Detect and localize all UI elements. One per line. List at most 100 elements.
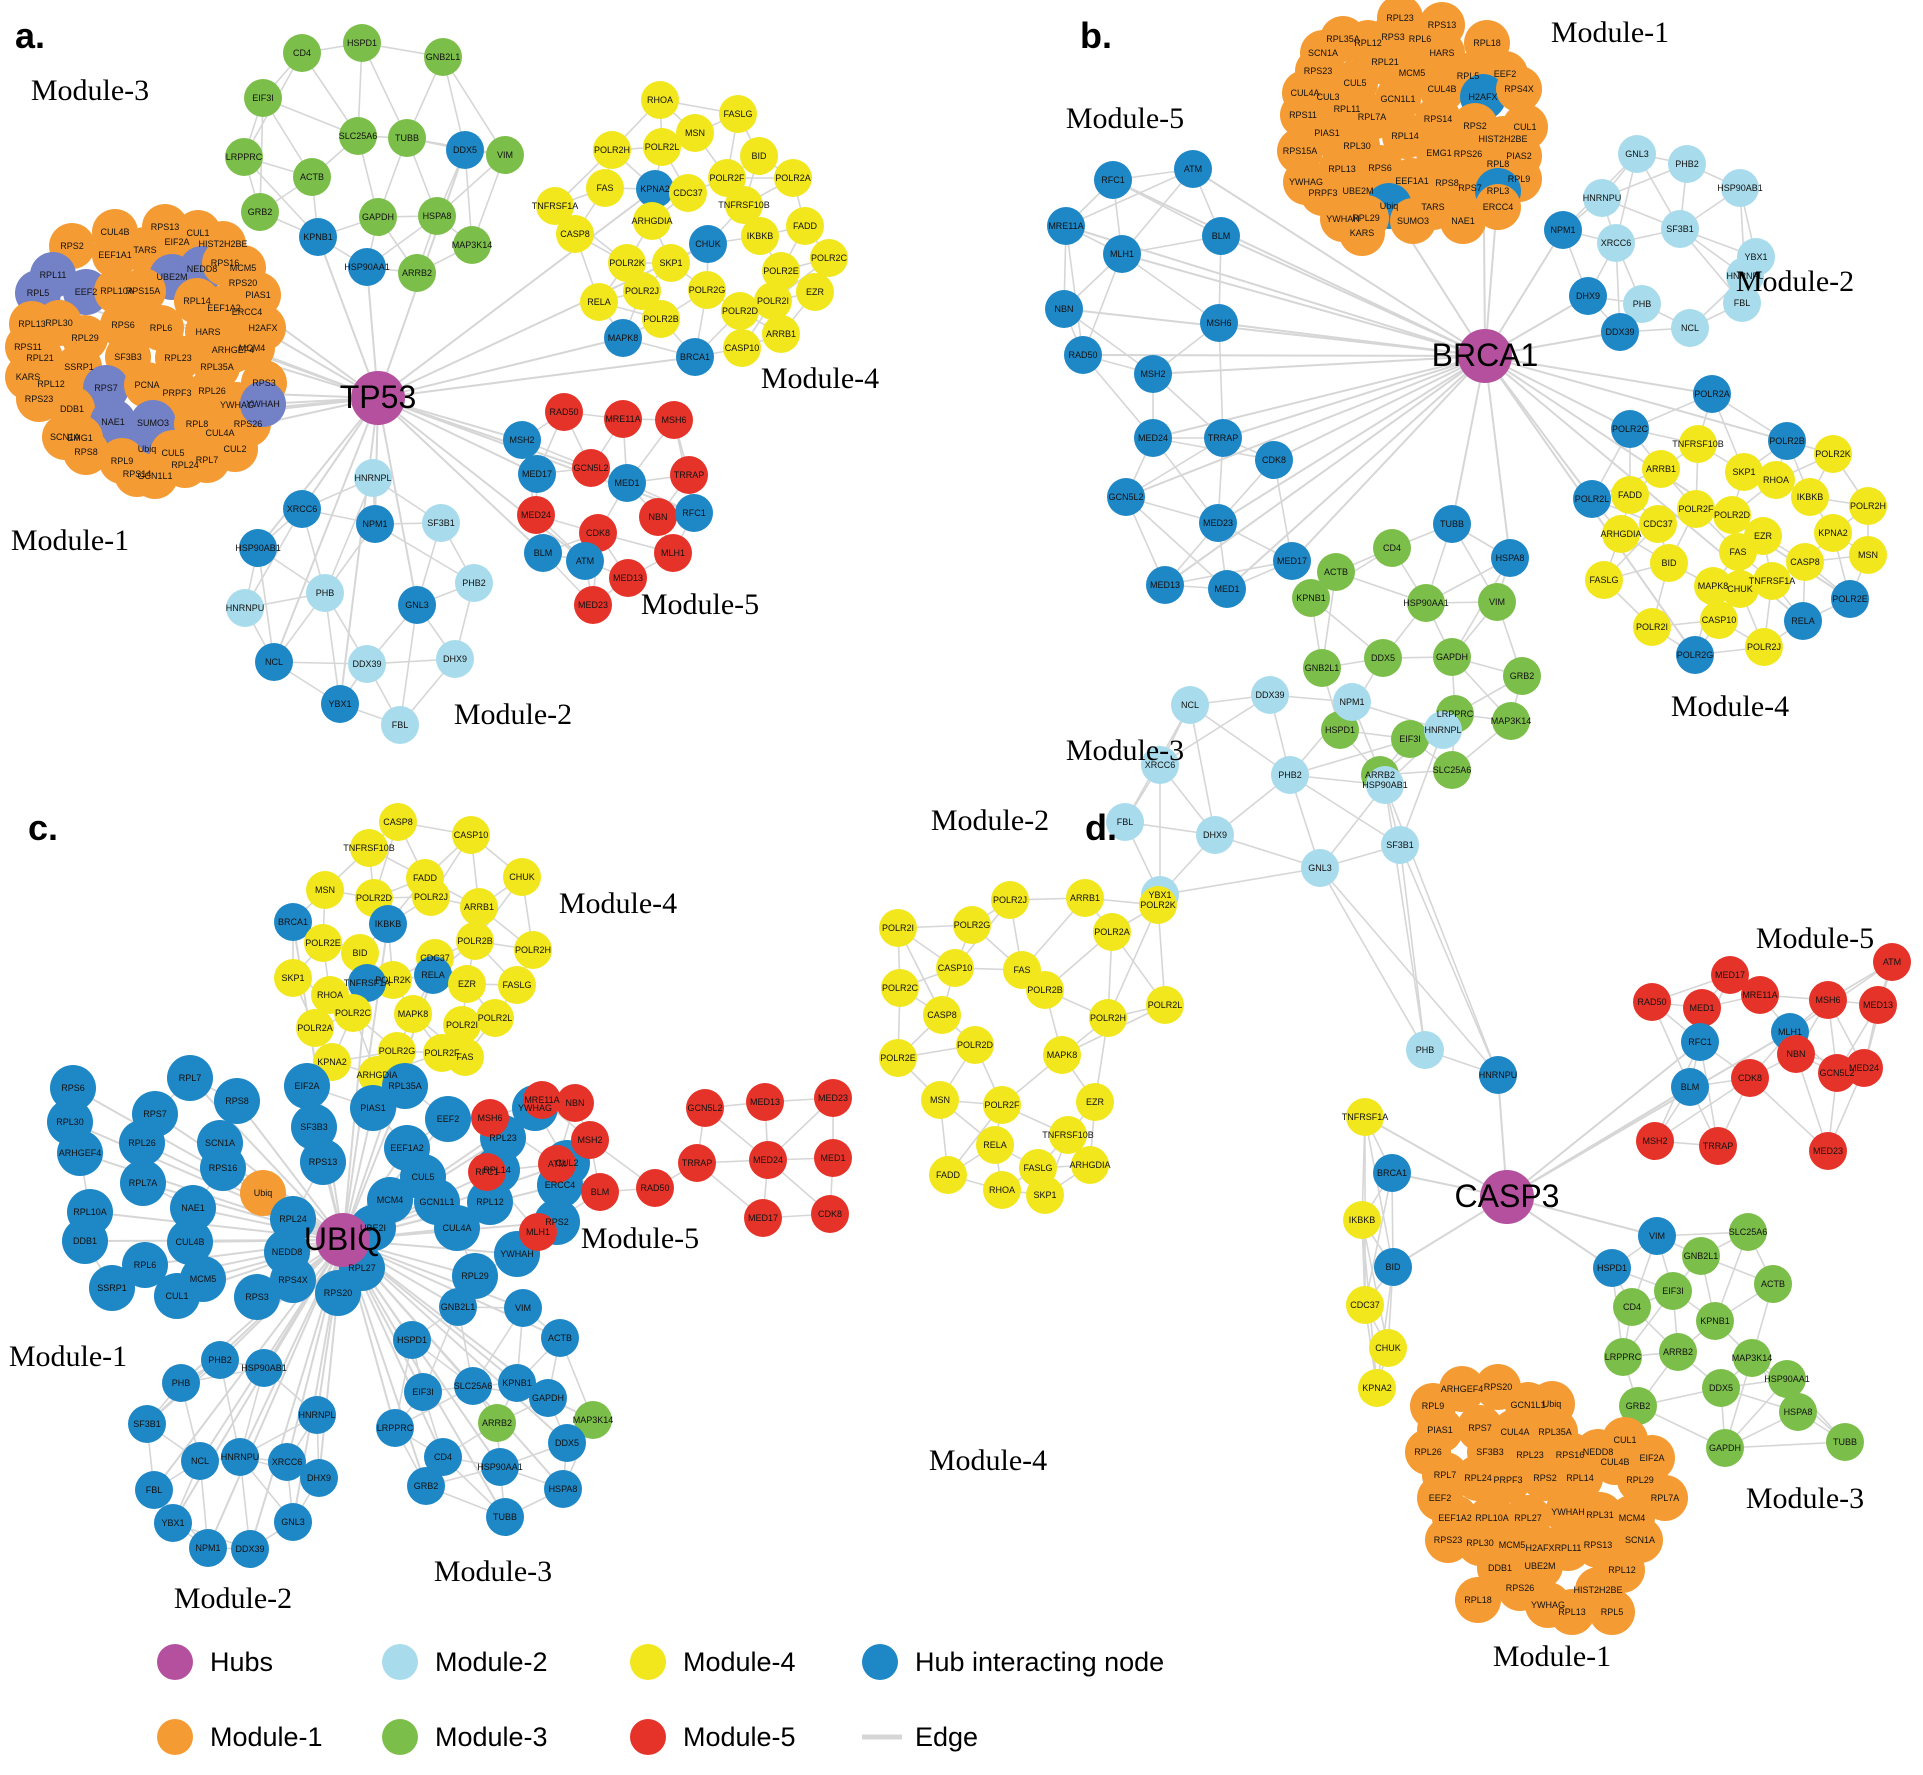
node-FBL[interactable] xyxy=(1723,284,1761,322)
node-GCN5L2[interactable] xyxy=(572,449,610,487)
node-POLR2D[interactable] xyxy=(1713,496,1751,534)
node-HNRNPU[interactable] xyxy=(226,589,264,627)
node-TUBB[interactable] xyxy=(388,119,426,157)
node-MSH2[interactable] xyxy=(503,421,541,459)
node-NBN[interactable] xyxy=(556,1084,594,1122)
node-HSP90AB1[interactable] xyxy=(1721,169,1759,207)
node-CD4[interactable] xyxy=(283,34,321,72)
node-TRRAP[interactable] xyxy=(1699,1127,1737,1165)
node-FAS[interactable] xyxy=(586,169,624,207)
node-RPL7[interactable] xyxy=(167,1055,213,1101)
node-FBL[interactable] xyxy=(381,706,419,744)
node-POLR2A[interactable] xyxy=(1693,375,1731,413)
node-DHX9[interactable] xyxy=(436,640,474,678)
node-HSPD1[interactable] xyxy=(1593,1249,1631,1287)
node-POLR2B[interactable] xyxy=(1768,422,1806,460)
node-CDK8[interactable] xyxy=(811,1195,849,1233)
node-CDC37[interactable] xyxy=(1639,505,1677,543)
node-MAPK8[interactable] xyxy=(1043,1036,1081,1074)
node-PHB2[interactable] xyxy=(455,564,493,602)
node-POLR2H[interactable] xyxy=(593,131,631,169)
node-ARRB2[interactable] xyxy=(1659,1333,1697,1371)
node-CD4[interactable] xyxy=(424,1438,462,1476)
node-GRB2[interactable] xyxy=(407,1467,445,1505)
node-FADD[interactable] xyxy=(786,207,824,245)
node-YWHAH[interactable] xyxy=(240,381,286,427)
node-NPM1[interactable] xyxy=(356,505,394,543)
node-GCN5L2[interactable] xyxy=(1107,478,1145,516)
node-ARHGDIA[interactable] xyxy=(1071,1146,1109,1184)
node-TNFRSF1A[interactable] xyxy=(1753,562,1791,600)
node-CDK8[interactable] xyxy=(1255,441,1293,479)
node-MAP3K14[interactable] xyxy=(453,226,491,264)
node-KPNA2[interactable] xyxy=(636,170,674,208)
node-GRB2[interactable] xyxy=(241,193,279,231)
node-RPS8[interactable] xyxy=(214,1078,260,1124)
node-POLR2H[interactable] xyxy=(1089,999,1127,1037)
node-POLR2I[interactable] xyxy=(754,282,792,320)
node-EZR[interactable] xyxy=(448,965,486,1003)
node-POLR2G[interactable] xyxy=(1676,636,1714,674)
node-MSN[interactable] xyxy=(1849,536,1887,574)
node-MED17[interactable] xyxy=(1711,956,1749,994)
node-TNFRSF10B[interactable] xyxy=(725,186,763,224)
node-KPNA2[interactable] xyxy=(1358,1369,1396,1407)
node-DDB1[interactable] xyxy=(62,1218,108,1264)
node-DDX5[interactable] xyxy=(1364,639,1402,677)
node-EIF3I[interactable] xyxy=(244,79,282,117)
node-CUL4B[interactable] xyxy=(167,1219,213,1265)
node-MSH2[interactable] xyxy=(571,1121,609,1159)
node-POLR2C[interactable] xyxy=(810,239,848,277)
node-EZR[interactable] xyxy=(1076,1083,1114,1121)
node-RPS4X[interactable] xyxy=(270,1257,316,1303)
node-ARHGEF4[interactable] xyxy=(57,1130,103,1176)
node-CASP8[interactable] xyxy=(556,215,594,253)
node-GAPDH[interactable] xyxy=(359,198,397,236)
node-LRPPRC[interactable] xyxy=(1604,1338,1642,1376)
node-RFC1[interactable] xyxy=(1094,161,1132,199)
node-NCL[interactable] xyxy=(255,643,293,681)
node-MED23[interactable] xyxy=(1809,1132,1847,1170)
node-RPL6[interactable] xyxy=(122,1242,168,1288)
node-ATM[interactable] xyxy=(1174,150,1212,188)
node-RPS15A[interactable] xyxy=(120,268,166,314)
node-IKBKB[interactable] xyxy=(369,905,407,943)
node-TUBB[interactable] xyxy=(486,1498,524,1536)
node-GRB2[interactable] xyxy=(1619,1387,1657,1425)
node-FADD[interactable] xyxy=(1611,476,1649,514)
node-SF3B1[interactable] xyxy=(128,1405,166,1443)
node-RPS4X[interactable] xyxy=(1496,66,1542,112)
node-MRE11A[interactable] xyxy=(604,400,642,438)
node-HSP90AA1[interactable] xyxy=(348,248,386,286)
node-POLR2C[interactable] xyxy=(334,994,372,1032)
node-ATM[interactable] xyxy=(1873,943,1911,981)
node-TUBB[interactable] xyxy=(1433,505,1471,543)
node-MAP3K14[interactable] xyxy=(574,1401,612,1439)
node-DDX5[interactable] xyxy=(548,1424,586,1462)
node-HNRNPL[interactable] xyxy=(298,1396,336,1434)
node-XRCC6[interactable] xyxy=(268,1443,306,1481)
node-RAD50[interactable] xyxy=(636,1169,674,1207)
node-POLR2H[interactable] xyxy=(1849,487,1887,525)
node-POLR2E[interactable] xyxy=(879,1039,917,1077)
node-MED13[interactable] xyxy=(1146,566,1184,604)
node-MAP3K14[interactable] xyxy=(1492,702,1530,740)
node-HSPD1[interactable] xyxy=(393,1321,431,1359)
node-ACTB[interactable] xyxy=(1754,1265,1792,1303)
node-HSP90AA1[interactable] xyxy=(1768,1360,1806,1398)
node-GNB2L1[interactable] xyxy=(1303,649,1341,687)
node-XRCC6[interactable] xyxy=(283,490,321,528)
node-POLR2B[interactable] xyxy=(642,300,680,338)
node-KPNB1[interactable] xyxy=(1292,579,1330,617)
node-TNFRSF10B[interactable] xyxy=(1049,1116,1087,1154)
node-ATM[interactable] xyxy=(538,1145,576,1183)
node-POLR2B[interactable] xyxy=(1026,971,1064,1009)
node-RAD50[interactable] xyxy=(1633,983,1671,1021)
node-HSP90AA1[interactable] xyxy=(481,1448,519,1486)
node-Ubiq[interactable] xyxy=(240,1170,286,1216)
node-RELA[interactable] xyxy=(580,283,618,321)
node-MSN[interactable] xyxy=(921,1081,959,1119)
node-RAD50[interactable] xyxy=(545,393,583,431)
node-DDX5[interactable] xyxy=(446,131,484,169)
node-NPM1[interactable] xyxy=(1333,683,1371,721)
